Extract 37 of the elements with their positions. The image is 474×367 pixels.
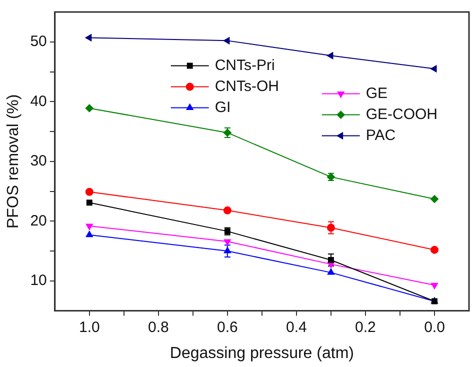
point: [327, 268, 334, 275]
point: [86, 224, 93, 230]
point: [328, 257, 334, 263]
point: [224, 247, 231, 254]
legend-label: CNTs-Pri: [214, 56, 275, 74]
legend-label: CNTs-OH: [214, 78, 280, 95]
legend-label: PAC: [366, 126, 396, 144]
point: [223, 206, 232, 214]
point: [85, 104, 94, 112]
y-tick-label: 10: [30, 272, 47, 290]
point: [85, 188, 94, 196]
legend-label: GI: [214, 98, 231, 116]
legend-label: GE-COOH: [366, 106, 438, 123]
point: [224, 239, 231, 246]
y-tick-label: 50: [30, 33, 47, 50]
y-tick-label: 30: [30, 152, 47, 170]
x-tick-label: 0.2: [355, 318, 376, 336]
point: [86, 200, 92, 206]
point: [86, 230, 93, 238]
x-tick-label: 0.6: [217, 318, 238, 336]
point: [430, 246, 438, 254]
x-tick-label: 0.0: [424, 318, 445, 336]
x-tick-label: 0.4: [286, 318, 307, 336]
y-axis-title: PFOS removal (%): [5, 94, 22, 229]
point: [326, 52, 334, 60]
point: [85, 34, 92, 42]
legend-label: GE: [366, 84, 388, 102]
point: [326, 224, 335, 232]
x-tick-label: 0.8: [148, 318, 169, 336]
y-tick-label: 40: [30, 92, 47, 110]
point: [430, 65, 437, 72]
x-tick-label: 1.0: [78, 318, 100, 336]
x-axis-title: Degassing pressure (atm): [170, 344, 354, 362]
point: [430, 195, 438, 204]
y-tick-label: 20: [30, 212, 47, 230]
point: [430, 282, 438, 290]
point: [223, 37, 230, 44]
